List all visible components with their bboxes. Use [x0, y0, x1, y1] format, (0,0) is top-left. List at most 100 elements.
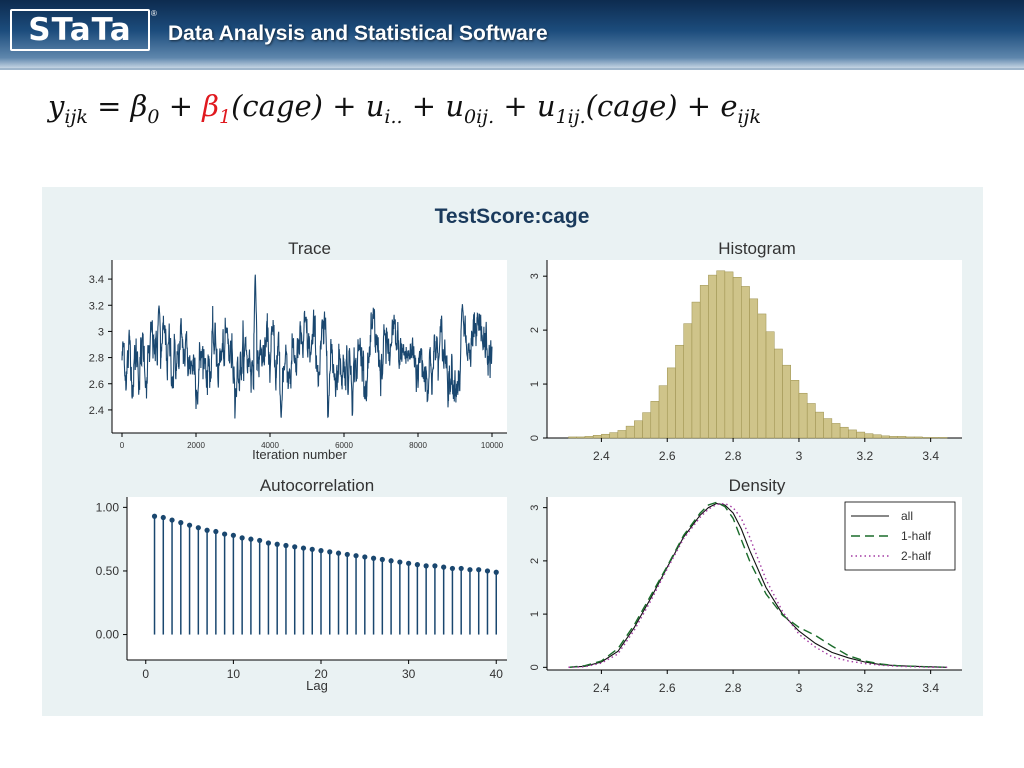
header-divider — [0, 68, 1024, 70]
eq-u-i: u — [365, 89, 385, 123]
histogram-bar — [658, 385, 668, 439]
autocorr-x-tick-label: 0 — [142, 667, 149, 681]
histogram-bar — [930, 437, 940, 439]
autocorr-point — [160, 514, 166, 521]
histogram-y-tick-label: 1 — [529, 381, 541, 387]
autocorr-point — [274, 541, 280, 547]
autocorr-point — [318, 548, 324, 554]
autocorr-point — [239, 535, 245, 541]
autocorr-point — [370, 555, 377, 561]
eq-beta1: β — [202, 89, 219, 123]
trace-y-tick-label: 3 — [98, 326, 104, 338]
autocorr-point — [300, 545, 307, 551]
density-legend-label: 1-half — [901, 529, 932, 543]
histogram-bar — [872, 434, 882, 439]
density-x-tick-label: 3.2 — [856, 681, 873, 695]
density-x-tick-label: 2.4 — [593, 681, 610, 695]
trace-x-label: Iteration number — [252, 447, 347, 462]
histogram-bar — [831, 423, 841, 439]
header-tagline: Data Analysis and Statistical Software — [168, 22, 548, 45]
histogram-y-tick-label: 2 — [529, 327, 541, 333]
density-title: Density — [729, 476, 786, 495]
autocorr-plot-area — [127, 497, 507, 660]
histogram-bar — [757, 313, 767, 439]
histogram-x-tick-label: 2.4 — [593, 449, 610, 463]
histogram-x-tick-label: 2.8 — [725, 449, 742, 463]
eq-plus-2: + — [332, 89, 357, 123]
density-y-tick-label: 1 — [529, 611, 541, 617]
histogram-bar — [765, 331, 775, 439]
autocorr-point — [458, 565, 464, 572]
density-series-all — [568, 502, 948, 668]
figure-title: TestScore:cage — [435, 205, 590, 228]
autocorr-point — [169, 517, 175, 523]
eq-u-1ij: u — [536, 89, 556, 123]
histogram-bar — [584, 436, 594, 439]
eq-plus-1: + — [168, 89, 194, 123]
histogram-bar — [666, 367, 676, 439]
eq-lhs: y — [48, 89, 65, 123]
histogram-bar — [790, 380, 800, 439]
histogram-bar — [576, 436, 586, 439]
autocorr-point — [449, 565, 456, 572]
autocorr-point — [178, 520, 184, 526]
autocorr-point — [213, 528, 219, 535]
eq-plus-4: + — [503, 89, 528, 123]
histogram-bar — [782, 364, 791, 439]
histogram-bar — [913, 436, 923, 439]
eq-beta0-sub: 0 — [147, 105, 160, 128]
autocorr-x-tick-label: 30 — [402, 667, 416, 681]
autocorr-point — [283, 542, 289, 549]
autocorr-point — [335, 550, 342, 556]
eq-plus-3: + — [411, 89, 437, 123]
eq-u-1ij-sub: 1ij. — [555, 105, 586, 128]
stata-logo: STaTa — [10, 9, 150, 51]
density-legend — [844, 501, 956, 571]
histogram-y-tick-label: 3 — [529, 273, 541, 279]
histogram-bar — [691, 301, 701, 439]
trace-x-tick-label: 10000 — [481, 441, 504, 450]
header-banner — [0, 0, 1024, 68]
autocorr-point — [292, 544, 298, 550]
density-x-tick-label: 2.8 — [725, 681, 742, 695]
autocorr-point — [493, 569, 499, 575]
autocorr-point — [379, 556, 385, 563]
eq-beta0: β — [130, 89, 148, 123]
trace-x-tick-label: 0 — [120, 441, 125, 450]
trace-x-tick-label: 4000 — [261, 441, 279, 450]
histogram-bar — [741, 286, 750, 439]
histogram-bar — [716, 270, 726, 439]
histogram-bar — [592, 435, 602, 439]
autocorr-point — [309, 546, 315, 552]
histogram-title: Histogram — [718, 239, 795, 258]
histogram-bar — [617, 430, 627, 439]
trace-y-tick-label: 3.2 — [89, 300, 104, 312]
histogram-bar — [922, 437, 931, 439]
histogram-bar — [806, 403, 816, 439]
histogram-bar — [823, 418, 833, 439]
histogram-bar — [864, 433, 874, 439]
eq-u-0ij-sub: 0ij. — [464, 105, 495, 128]
density-x-tick-label: 3 — [796, 681, 803, 695]
autocorr-y-tick-label: 1.00 — [96, 500, 120, 514]
autocorr-y-tick-label: 0.50 — [96, 564, 120, 578]
eq-term-cage-2: (cage) — [585, 89, 678, 123]
autocorr-point — [397, 559, 403, 565]
histogram-bar — [889, 436, 898, 439]
autocorr-point — [388, 558, 394, 564]
histogram-bar — [798, 392, 808, 439]
autocorr-point — [484, 568, 491, 574]
autocorr-point — [467, 567, 473, 573]
trace-series-line — [121, 274, 493, 419]
autocorr-point — [414, 562, 420, 568]
autocorr-point — [362, 554, 368, 560]
histogram-bar — [732, 277, 742, 439]
autocorr-x-tick-label: 40 — [490, 667, 504, 681]
autocorr-point — [353, 553, 359, 559]
histogram-x-tick-label: 3 — [796, 449, 803, 463]
histogram-bar — [634, 420, 643, 439]
trace-y-tick-label: 3.4 — [89, 274, 104, 286]
autocorr-point — [441, 564, 447, 570]
histogram-bar — [938, 437, 948, 439]
